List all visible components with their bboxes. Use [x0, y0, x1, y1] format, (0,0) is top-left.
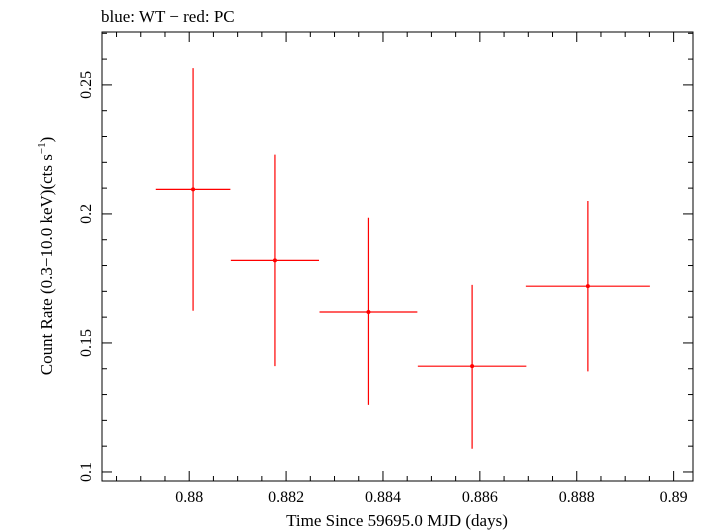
- data-points: [155, 68, 650, 449]
- y-tick-label: 0.1: [78, 462, 95, 482]
- point-marker: [470, 364, 475, 369]
- y-axis-title-end: ): [37, 137, 56, 143]
- axis-ticks: [102, 32, 693, 481]
- y-axis-title: Count Rate (0.3−10.0 keV)(cts s−1): [36, 137, 56, 376]
- data-point: [155, 68, 231, 311]
- x-tick-label: 0.888: [559, 489, 595, 506]
- x-tick-label: 0.88: [175, 489, 203, 506]
- point-marker: [366, 309, 371, 314]
- axis-tick-labels: 0.88 0.882 0.884 0.886 0.888 0.89 0.1 0.15 0.2 0.…: [78, 71, 688, 506]
- point-marker: [272, 258, 277, 263]
- data-point: [417, 284, 527, 449]
- x-axis-title: Time Since 59695.0 MJD (days): [286, 511, 508, 530]
- data-point: [525, 201, 650, 372]
- y-axis-title-exponent: −1: [36, 142, 48, 154]
- point-marker: [191, 187, 196, 192]
- x-tick-label: 0.884: [365, 489, 401, 506]
- chart-title: blue: WT − red: PC: [101, 7, 235, 26]
- y-tick-label: 0.15: [78, 329, 95, 357]
- x-tick-label: 0.882: [268, 489, 304, 506]
- y-tick-label: 0.2: [78, 204, 95, 224]
- data-point: [319, 217, 418, 405]
- x-tick-label: 0.886: [462, 489, 498, 506]
- y-axis-title-main: Count Rate (0.3−10.0 keV)(cts s: [37, 154, 56, 375]
- y-tick-label: 0.25: [78, 71, 95, 99]
- x-tick-label: 0.89: [660, 489, 688, 506]
- plot-frame: [101, 31, 694, 482]
- data-point: [230, 154, 320, 367]
- point-marker: [585, 284, 590, 289]
